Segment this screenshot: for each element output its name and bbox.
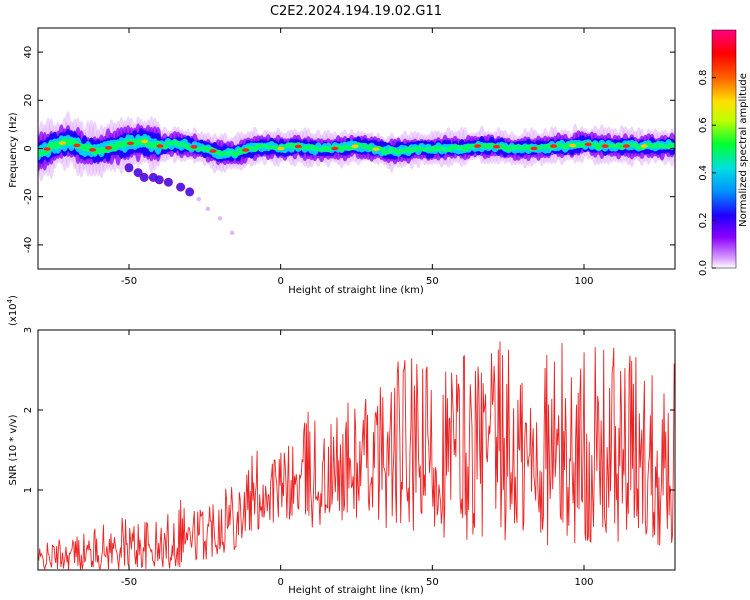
spectrogram-ytick-label: 40 [23, 46, 34, 59]
spectrogram-ytick-label: -40 [23, 237, 34, 253]
colorbar: 0.0 0.2 0.4 0.6 0.8 Normalized spectral ampl… [698, 29, 749, 276]
snr-series-line [38, 341, 675, 570]
colorbar-label: Normalized spectral amplitude [738, 73, 749, 227]
spectrogram-xtick-label: 0 [277, 276, 283, 287]
snr-frame [37, 329, 676, 571]
spectrogram-xtick-label: -50 [121, 276, 137, 287]
snr-ylabel: SNR (10 * v/v) [8, 414, 19, 485]
spectrogram-ylabel: Frequency (Hz) [8, 112, 19, 188]
colorbar-tick-label: 0.0 [698, 260, 709, 276]
snr-xtick-label: 0 [277, 577, 283, 588]
snr-ytick-label: 1 [23, 487, 34, 493]
snr-multiplier: (x104) [6, 295, 19, 326]
spectrogram-peaks [43, 139, 666, 156]
snr-ytick-label: 3 [23, 327, 34, 333]
colorbar-tick-label: 0.4 [698, 165, 709, 181]
spectrogram-ytick-label: 20 [23, 94, 34, 107]
snr-panel: -50 0 50 100 1 2 3 Height of straight line (km… [6, 295, 676, 596]
snr-xlabel: Height of straight line (km) [288, 585, 424, 596]
figure-title: C2E2.2024.194.19.02.G11 [270, 4, 442, 19]
colorbar-tick-label: 0.2 [698, 212, 709, 228]
spectrogram-xtick-label: 100 [574, 276, 593, 287]
colorbar-tick-label: 0.6 [698, 117, 709, 133]
spectrogram-xlabel: Height of straight line (km) [288, 285, 424, 296]
spectrogram-tail [124, 163, 235, 235]
spectrogram-xtick-label: 50 [426, 276, 439, 287]
snr-ytick-label: 2 [23, 407, 34, 413]
spectrogram-panel: -50 0 50 100 -40 -20 0 20 40 Height of straight … [8, 27, 676, 296]
spectrogram-ytick-label: 0 [23, 145, 34, 151]
colorbar-tick-label: 0.8 [698, 70, 709, 86]
snr-xtick-label: 100 [574, 577, 593, 588]
snr-xtick-label: -50 [121, 577, 137, 588]
colorbar-gradient [711, 29, 737, 269]
snr-xtick-label: 50 [426, 577, 439, 588]
spectrogram-ytick-label: -20 [23, 189, 34, 205]
